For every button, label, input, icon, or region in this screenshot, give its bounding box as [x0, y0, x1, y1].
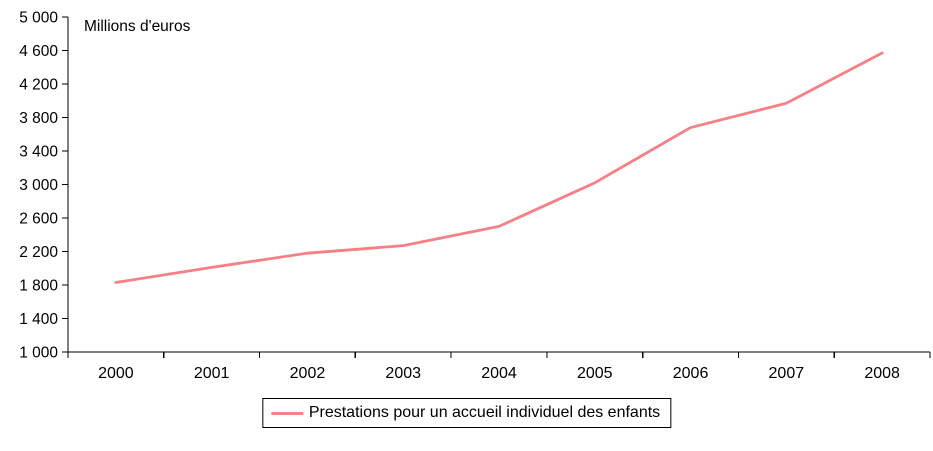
x-tick-label: 2005	[577, 365, 613, 382]
y-tick-label: 4 200	[19, 77, 58, 94]
y-tick-label: 3 400	[19, 144, 58, 161]
x-tick-label: 2002	[290, 365, 326, 382]
plot-area: Millions d'euros 1 000 1 400 1 800 2 200 2 6…	[19, 10, 931, 382]
legend: Prestations pour un accueil individuel d…	[261, 398, 672, 428]
y-tick-label: 1 000	[19, 345, 58, 362]
legend-label: Prestations pour un accueil individuel d…	[308, 404, 661, 421]
y-tick-label: 3 000	[19, 177, 58, 194]
y-tick-label: 5 000	[19, 10, 58, 27]
x-tick-label: 2004	[481, 365, 517, 382]
y-tick-label: 2 600	[19, 211, 58, 228]
x-tick-label: 2001	[194, 365, 230, 382]
y-tick-label: 1 400	[19, 311, 58, 328]
series-line	[114, 51, 884, 284]
legend-line-swatch	[270, 411, 303, 415]
x-tick-label: 2000	[98, 365, 134, 382]
x-tick-label: 2007	[769, 365, 805, 382]
x-tick-label: 2003	[385, 365, 421, 382]
x-tick-label: 2008	[864, 365, 900, 382]
y-tick-label: 3 800	[19, 110, 58, 127]
x-tick-label: 2006	[673, 365, 709, 382]
y-tick-label: 1 800	[19, 278, 58, 295]
y-tick-label: 2 200	[19, 244, 58, 261]
y-tick-label: 4 600	[19, 43, 58, 60]
y-axis-title: Millions d'euros	[84, 18, 191, 35]
